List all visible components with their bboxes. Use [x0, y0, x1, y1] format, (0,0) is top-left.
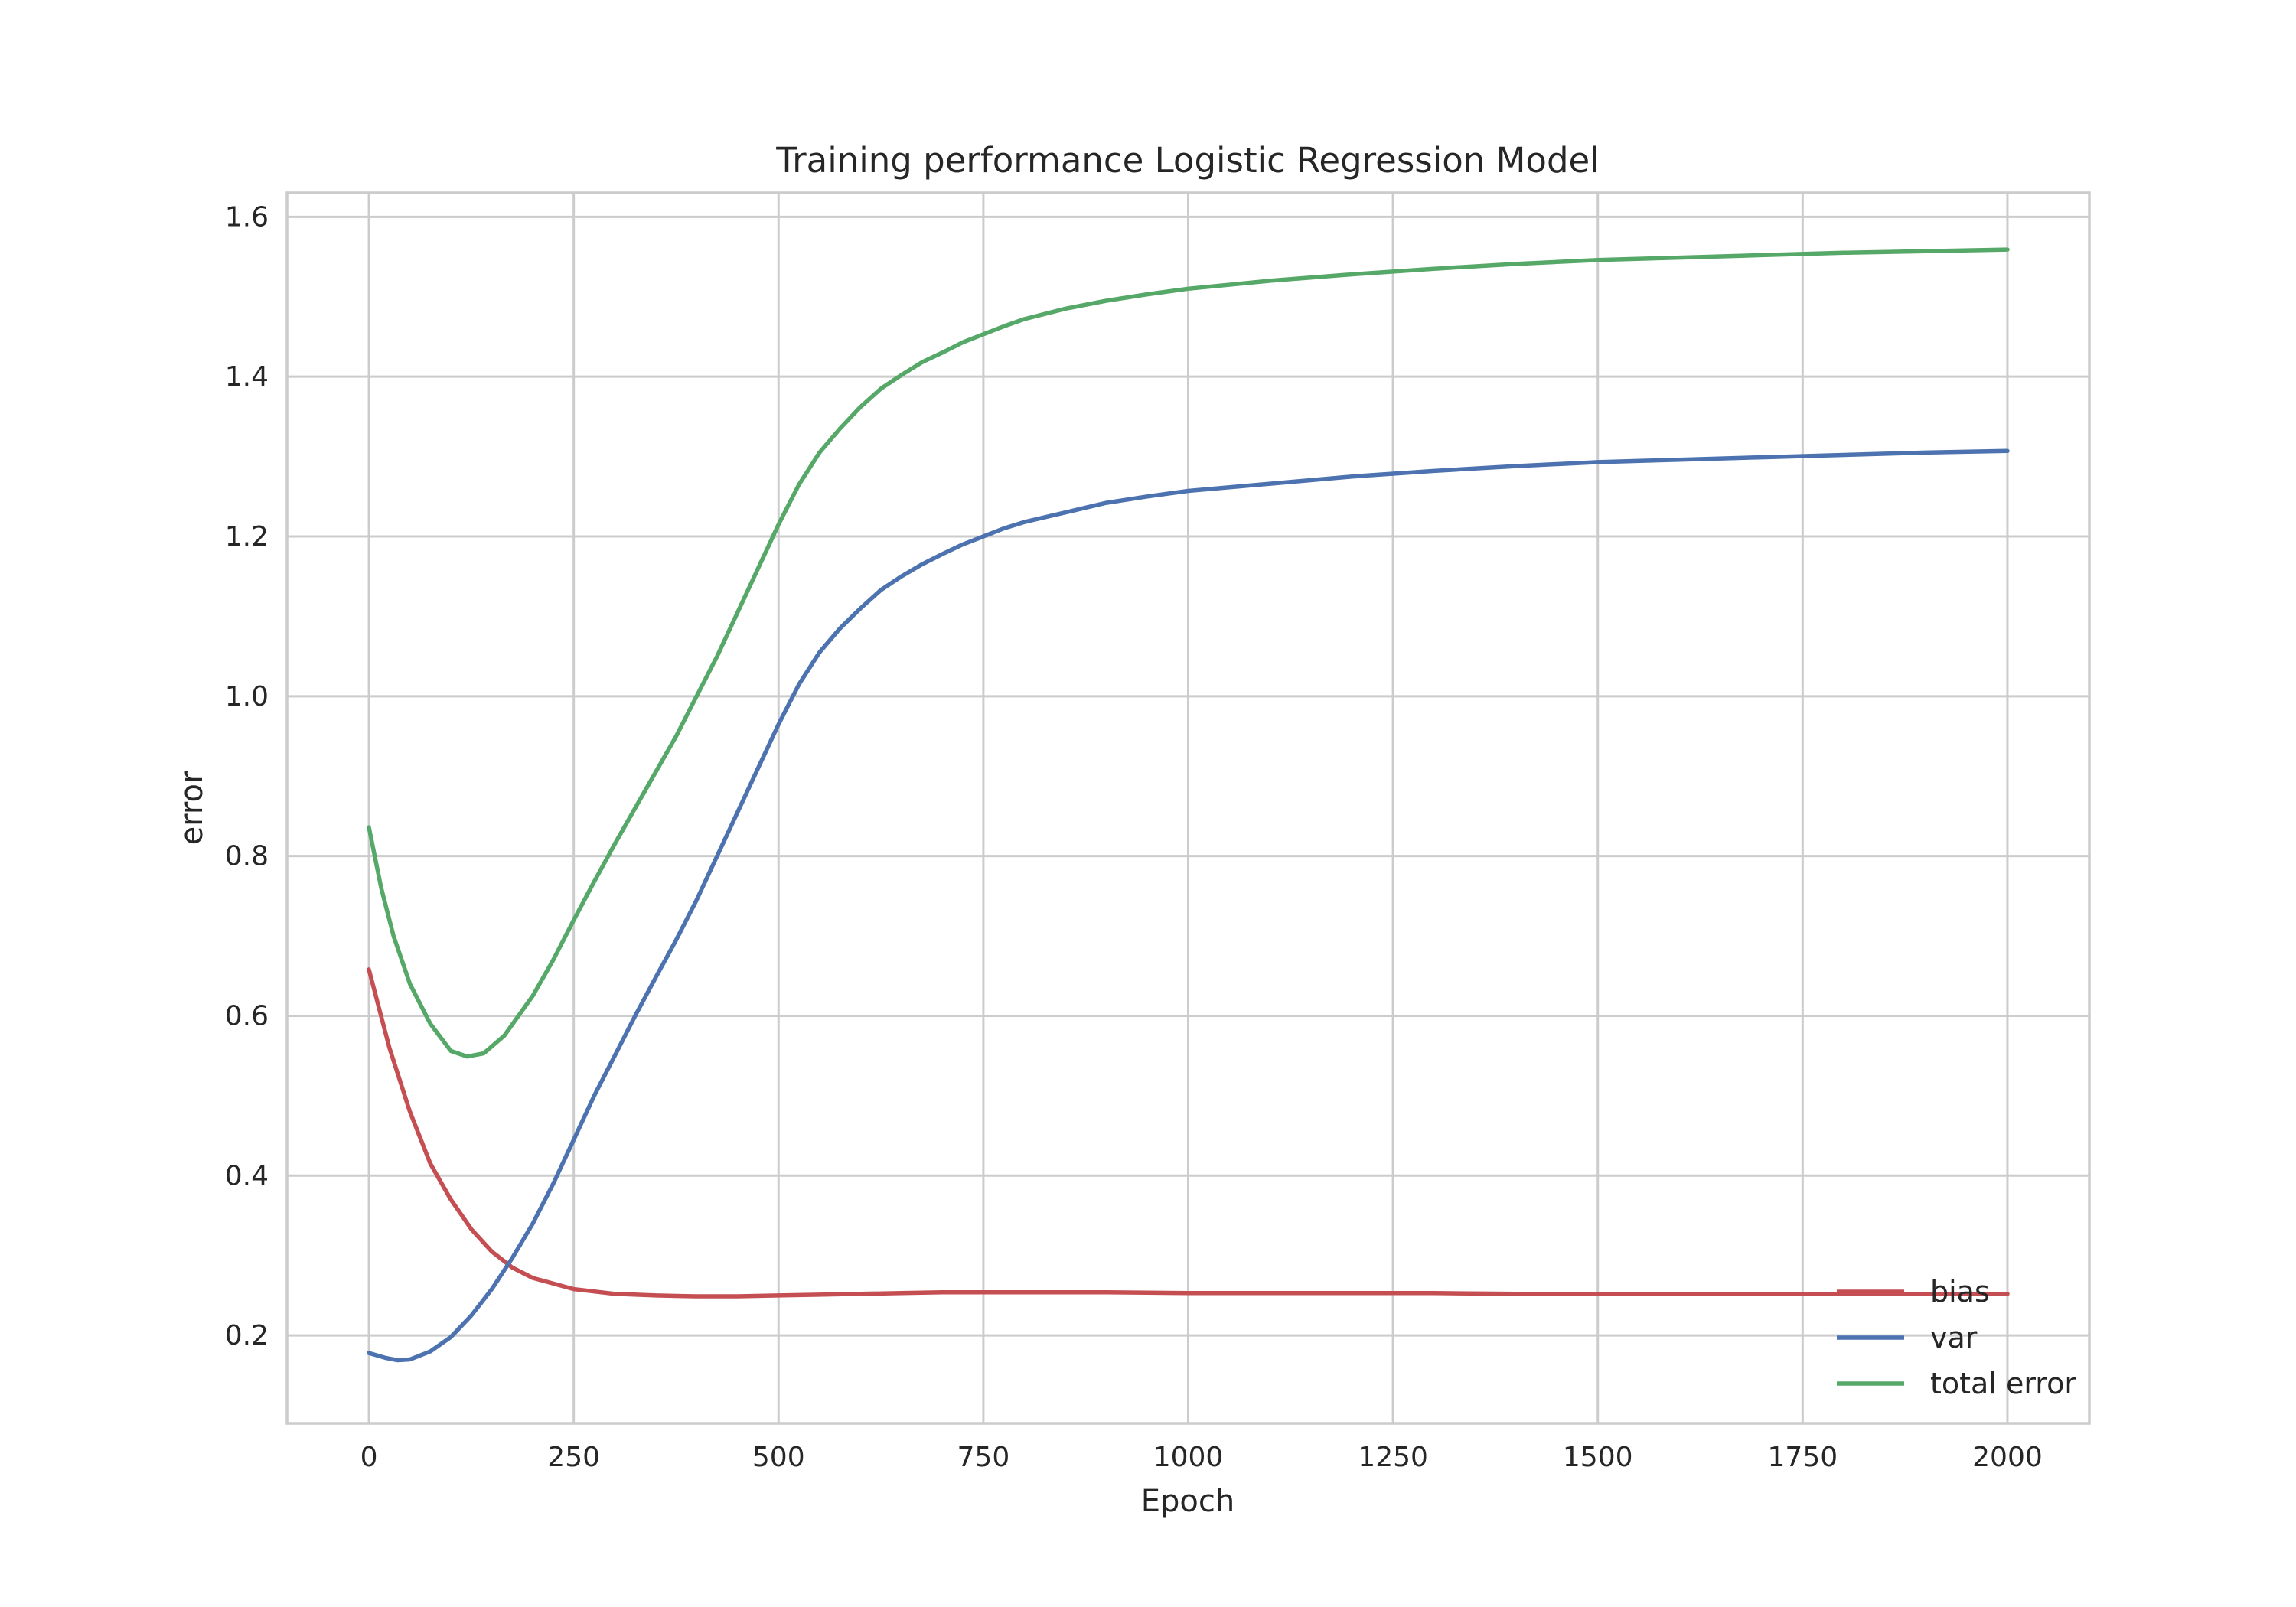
x-tick-label: 500: [752, 1442, 805, 1473]
series-line-bias: [367, 967, 2010, 1299]
x-tick-label: 1250: [1358, 1442, 1428, 1473]
x-tick-label: 250: [547, 1442, 600, 1473]
y-axis-label: error: [174, 771, 210, 845]
x-tick-label: 1000: [1153, 1442, 1224, 1473]
x-tick-label: 2000: [1972, 1442, 2043, 1473]
y-tick-label: 0.8: [225, 841, 269, 872]
y-tick-label: 0.4: [225, 1160, 269, 1191]
y-tick-label: 1.4: [225, 361, 269, 393]
series-line-total-error: [367, 247, 2010, 1059]
x-tick-labels: 0 250 500 750 1000 1250 1500 1750 2000: [360, 1442, 2043, 1473]
y-tick-label: 0.2: [225, 1320, 269, 1351]
y-tick-label: 1.0: [225, 681, 269, 712]
y-tick-label: 1.2: [225, 521, 269, 553]
x-tick-label: 750: [957, 1442, 1010, 1473]
x-axis-label: Epoch: [1141, 1484, 1234, 1519]
plot-frame: [285, 191, 2091, 1425]
y-gridlines: [287, 215, 2089, 1337]
legend-label: total error: [1930, 1367, 2076, 1400]
y-tick-labels: 0.2 0.4 0.6 0.8 1.0 1.2 1.4 1.6: [225, 201, 269, 1351]
x-tick-label: 0: [360, 1442, 378, 1473]
x-tick-label: 1750: [1768, 1442, 1838, 1473]
legend: bias var total error: [1837, 1275, 2076, 1400]
y-tick-label: 0.6: [225, 1000, 269, 1032]
y-tick-label: 1.6: [225, 201, 269, 233]
x-tick-label: 1500: [1563, 1442, 1633, 1473]
chart-title: Training performance Logistic Regression…: [775, 140, 1599, 181]
series-line-var: [367, 448, 2010, 1363]
legend-label: var: [1930, 1321, 1978, 1354]
x-gridlines: [367, 193, 2009, 1423]
series-layer: [367, 247, 2010, 1363]
legend-label: bias: [1930, 1275, 1990, 1309]
